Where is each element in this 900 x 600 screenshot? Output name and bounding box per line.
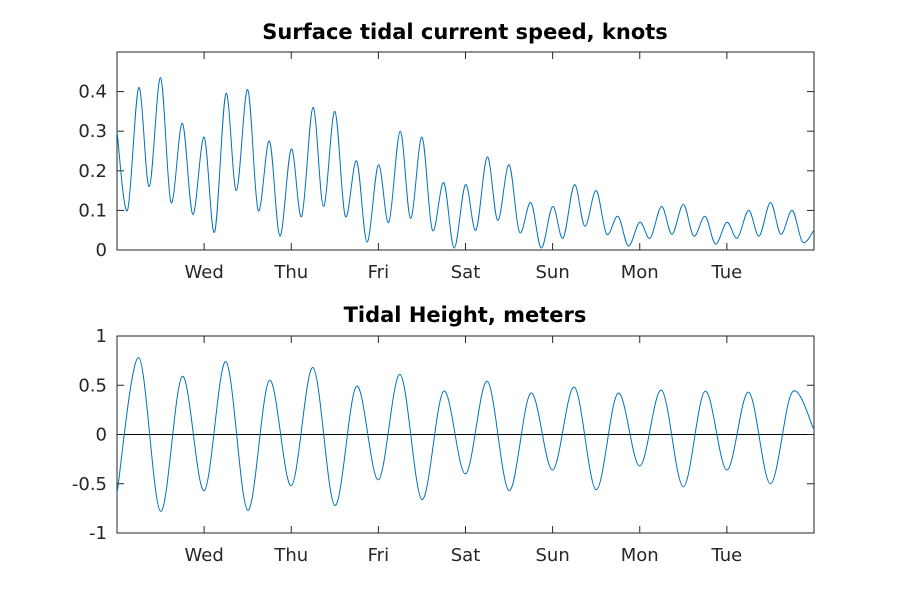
tidal-height-x-tick-label: Wed	[185, 545, 224, 566]
current-speed-y-tick-label: 0	[96, 240, 107, 261]
tidal-height-x-tick-label: Sat	[451, 545, 481, 566]
current-speed-y-ticks: 0 0.1 0.2 0.3 0.4	[78, 82, 814, 261]
current-speed-axes	[116, 51, 815, 251]
tidal-height-y-tick-label: 0.5	[78, 375, 107, 396]
tidal-height-x-tick-label: Tue	[711, 545, 743, 566]
current-speed-x-tick-label: Wed	[185, 262, 224, 283]
current-speed-y-tick-label: 0.3	[78, 121, 107, 142]
tidal-height-x-tick-label: Mon	[621, 545, 659, 566]
current-speed-x-tick-label: Tue	[711, 262, 743, 283]
tidal-height-x-tick-label: Thu	[273, 545, 308, 566]
tidal-height-x-tick-label: Fri	[368, 545, 389, 566]
current-speed-title: Surface tidal current speed, knots	[262, 20, 668, 44]
current-speed-x-ticks: Wed Thu Fri Sat Sun Mon Tue	[185, 52, 743, 283]
current-speed-panel: Surface tidal current speed, knots 00.10…	[78, 20, 815, 283]
current-speed-y-tick-label: 0.1	[78, 200, 107, 221]
current-speed-x-tick-label: Sun	[536, 262, 570, 283]
current-speed-y-tick-label: 0.4	[78, 82, 107, 103]
tidal-height-series-line	[116, 357, 815, 512]
tidal-height-x-ticks: Wed Thu Fri Sat Sun Mon Tue	[185, 336, 743, 566]
current-speed-x-tick-label: Thu	[273, 262, 308, 283]
tidal-height-x-tick-label: Sun	[536, 545, 570, 566]
current-speed-y-tick-label: 0.2	[78, 161, 107, 182]
tidal-height-y-tick-label: -1	[89, 523, 107, 544]
current-speed-x-tick-label: Fri	[368, 262, 389, 283]
current-speed-x-tick-label: Sat	[451, 262, 481, 283]
tidal-height-panel: Tidal Height, meters -1 -0.5 0 0.5 1 Wed Thu F…	[72, 303, 815, 566]
tidal-height-y-tick-label: 1	[96, 326, 107, 347]
current-speed-x-tick-label: Mon	[621, 262, 659, 283]
tidal-height-y-tick-label: -0.5	[72, 474, 107, 495]
tidal-height-title: Tidal Height, meters	[344, 303, 587, 327]
tidal-height-y-ticks: -1 -0.5 0 0.5 1	[72, 326, 814, 544]
current-speed-series-line	[116, 77, 815, 249]
tidal-height-y-tick-label: 0	[96, 425, 107, 446]
